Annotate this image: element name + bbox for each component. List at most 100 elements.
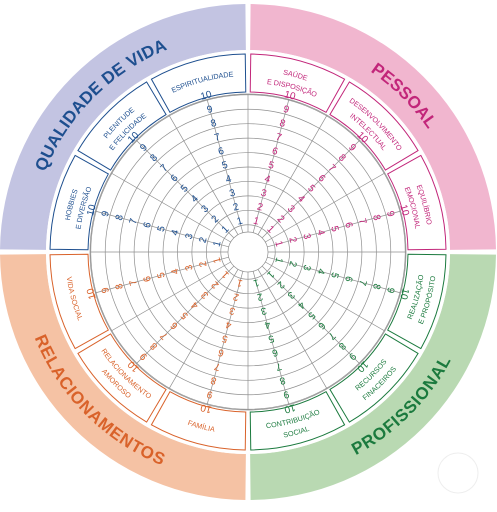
score-number: 4 bbox=[263, 318, 272, 330]
score-number: 4 bbox=[263, 174, 272, 186]
score-number: 9 bbox=[206, 104, 215, 116]
score-number: 5 bbox=[267, 332, 276, 344]
score-number: 3 bbox=[300, 264, 312, 273]
score-number: 1 bbox=[211, 256, 223, 265]
score-number: 10 bbox=[85, 203, 99, 217]
score-number: 3 bbox=[228, 188, 237, 200]
score-number: 3 bbox=[300, 232, 312, 241]
quadrant-band-qualidade bbox=[0, 4, 246, 250]
score-number: 9 bbox=[100, 286, 112, 295]
score-number: 6 bbox=[142, 274, 154, 283]
score-number: 9 bbox=[384, 286, 396, 295]
score-number: 4 bbox=[225, 174, 234, 186]
score-number: 10 bbox=[397, 203, 411, 217]
score-number: 10 bbox=[397, 287, 411, 301]
score-number: 2 bbox=[286, 236, 298, 245]
area-panel bbox=[249, 53, 346, 114]
score-number: 4 bbox=[170, 267, 182, 276]
score-number: 5 bbox=[328, 225, 340, 234]
score-number: 7 bbox=[213, 132, 222, 144]
score-grid bbox=[89, 93, 407, 411]
area-panel bbox=[77, 333, 167, 423]
quadrant-band-profissional bbox=[250, 254, 496, 500]
score-number: 3 bbox=[228, 304, 237, 316]
score-number: 5 bbox=[267, 160, 276, 172]
score-number: 9 bbox=[100, 209, 112, 218]
score-number: 8 bbox=[278, 374, 287, 386]
quadrant-band-relacionamentos bbox=[0, 254, 246, 500]
score-number: 8 bbox=[114, 213, 126, 222]
score-number: 6 bbox=[271, 146, 280, 158]
score-number: 2 bbox=[232, 290, 241, 302]
score-number: 3 bbox=[184, 232, 196, 241]
score-number: 7 bbox=[128, 278, 140, 287]
area-panel bbox=[386, 253, 447, 350]
score-number: 1 bbox=[236, 215, 245, 227]
score-number: 5 bbox=[220, 332, 229, 344]
score-number: 7 bbox=[356, 217, 368, 226]
score-number: 8 bbox=[370, 282, 382, 291]
score-number: 2 bbox=[197, 259, 209, 268]
area-panel bbox=[249, 390, 346, 451]
score-number: 1 bbox=[252, 276, 261, 288]
area-panel bbox=[150, 53, 247, 114]
area-panel bbox=[77, 81, 167, 171]
score-number: 6 bbox=[217, 146, 226, 158]
score-number: 8 bbox=[210, 118, 219, 130]
area-panel bbox=[49, 253, 110, 350]
score-number: 7 bbox=[356, 278, 368, 287]
score-number: 5 bbox=[156, 271, 168, 280]
score-number: 5 bbox=[221, 160, 230, 172]
score-number: 4 bbox=[314, 267, 326, 276]
score-number: 6 bbox=[142, 221, 154, 230]
score-number: 6 bbox=[342, 221, 354, 230]
score-number: 2 bbox=[286, 260, 298, 269]
score-number: 5 bbox=[156, 224, 168, 233]
score-number: 2 bbox=[256, 202, 265, 214]
score-number: 4 bbox=[170, 228, 182, 237]
score-number: 6 bbox=[342, 275, 354, 284]
score-number: 10 bbox=[199, 401, 213, 415]
score-number: 5 bbox=[328, 271, 340, 280]
score-number: 7 bbox=[274, 360, 283, 372]
score-number: 3 bbox=[259, 304, 268, 316]
score-number: 2 bbox=[232, 201, 241, 213]
area-panel bbox=[386, 154, 447, 251]
score-number: 1 bbox=[212, 239, 224, 248]
score-number: 2 bbox=[255, 290, 264, 302]
score-number: 1 bbox=[272, 240, 284, 249]
label-ring bbox=[49, 53, 447, 451]
score-number: 9 bbox=[282, 388, 291, 400]
score-number: 1 bbox=[252, 216, 261, 228]
score-number: 9 bbox=[282, 104, 291, 116]
score-number: 7 bbox=[274, 132, 283, 144]
score-number: 10 bbox=[85, 287, 99, 301]
corner-button[interactable] bbox=[437, 452, 479, 494]
quadrant-band-pessoal bbox=[250, 4, 496, 250]
score-number: 8 bbox=[278, 118, 287, 130]
score-number: 1 bbox=[235, 276, 244, 288]
area-panel bbox=[329, 333, 419, 423]
score-number: 6 bbox=[217, 346, 226, 358]
score-number: 10 bbox=[199, 89, 213, 103]
score-number: 3 bbox=[184, 263, 196, 272]
area-panel bbox=[329, 81, 419, 171]
score-number: 7 bbox=[213, 360, 222, 372]
score-number: 9 bbox=[205, 388, 214, 400]
score-number: 8 bbox=[114, 282, 126, 291]
score-number: 4 bbox=[314, 229, 326, 238]
score-number: 6 bbox=[270, 346, 279, 358]
area-panel bbox=[49, 154, 110, 251]
score-number: 10 bbox=[283, 401, 297, 415]
score-number: 9 bbox=[384, 210, 396, 219]
score-number: 3 bbox=[260, 188, 269, 200]
score-number: 10 bbox=[283, 89, 297, 103]
area-panel bbox=[150, 390, 247, 451]
score-number: 8 bbox=[370, 214, 382, 223]
score-number: 2 bbox=[198, 236, 210, 245]
score-number: 7 bbox=[128, 217, 140, 226]
score-number: 1 bbox=[272, 256, 284, 265]
score-number: 8 bbox=[209, 374, 218, 386]
